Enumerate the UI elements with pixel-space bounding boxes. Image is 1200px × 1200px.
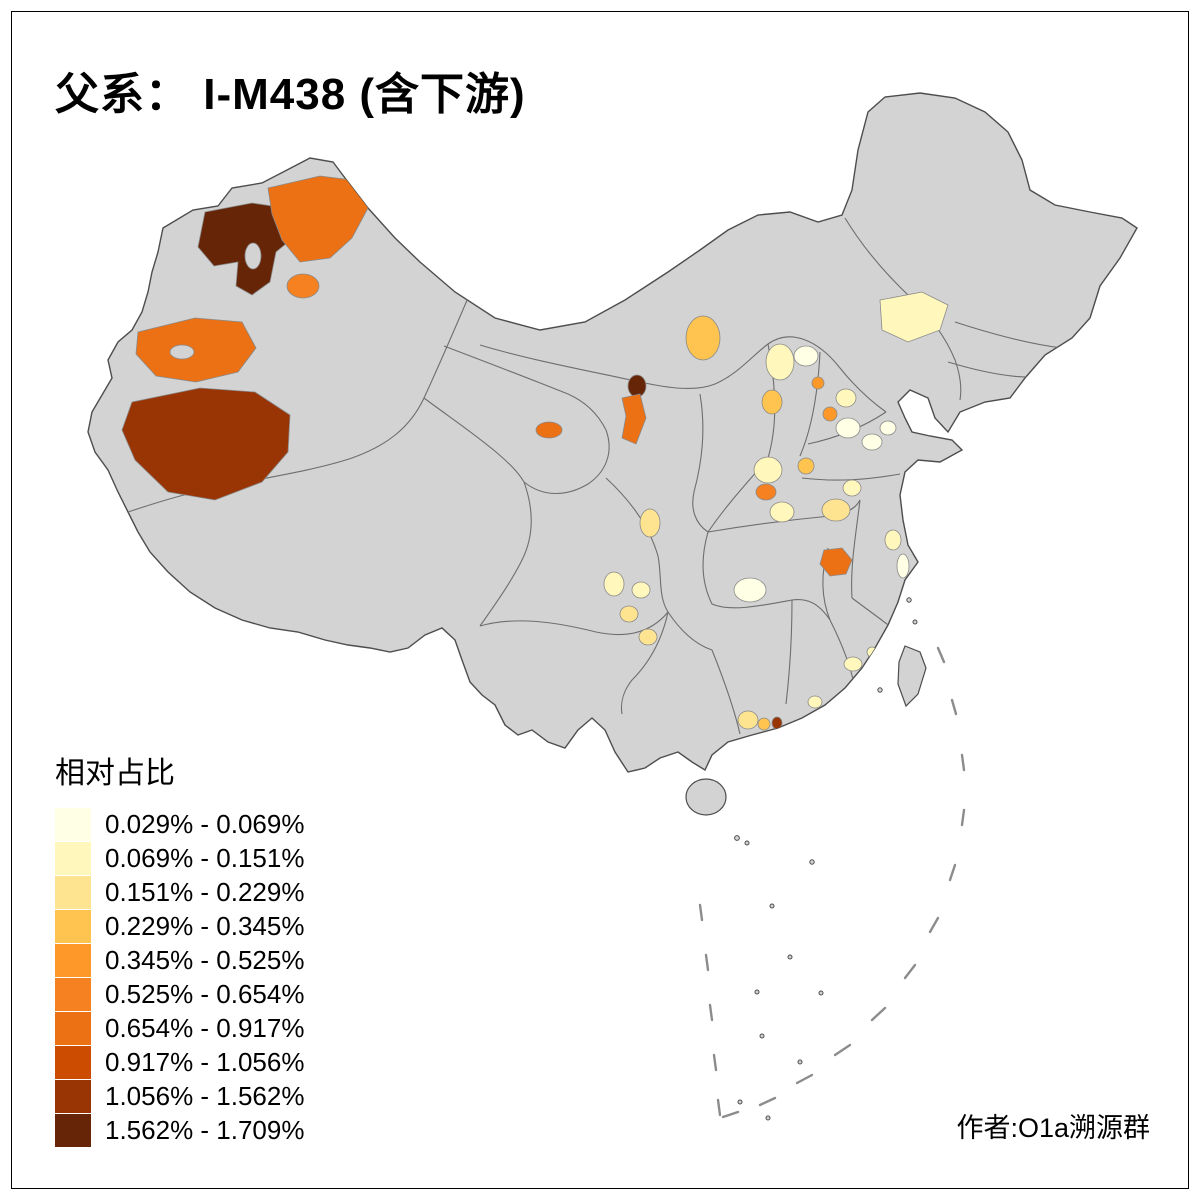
legend-items: 0.029% - 0.069% 0.069% - 0.151% 0.151% - 0… [55, 808, 304, 1147]
region-shaanxi-north-white [793, 345, 819, 367]
region-jiangsu-coast-white [896, 553, 910, 579]
legend-swatch [55, 944, 91, 977]
legend-swatch [55, 1114, 91, 1147]
region-jiangsu-north-pale [884, 529, 902, 551]
region-dongguan-yellow [757, 717, 771, 731]
region-ningxia-orange-strip [621, 393, 647, 445]
region-tacheng-inner-gap [169, 344, 195, 360]
region-shanxi-pale [835, 388, 857, 408]
region-shandong-mid-white [861, 433, 883, 451]
region-shanghai-pale [906, 575, 918, 591]
legend-label: 1.562% - 1.709% [105, 1115, 305, 1145]
small-islands [734, 597, 918, 1121]
region-ningxia-mid-yellow [761, 389, 783, 415]
legend-item: 0.069% - 0.151% [55, 842, 304, 875]
region-henan-mid-yellow [797, 457, 815, 475]
region-yulin-tiny-orange [811, 376, 825, 390]
legend-label: 1.056% - 1.562% [105, 1081, 305, 1111]
legend-swatch [55, 1012, 91, 1045]
attribution: 作者:O1a溯源群 [956, 1113, 1150, 1143]
legend-item: 0.345% - 0.525% [55, 944, 304, 977]
legend-label: 0.069% - 0.151% [105, 843, 305, 873]
legend-swatch [55, 876, 91, 909]
region-gansu-south-pale [639, 508, 661, 538]
legend-label: 0.029% - 0.069% [105, 809, 305, 839]
region-altay-orange [267, 175, 369, 263]
region-shanxi-small-orange [822, 406, 838, 422]
legend-item: 0.654% - 0.917% [55, 1012, 304, 1045]
region-henan-ne-pale [842, 479, 862, 497]
region-yinchuan-dark [627, 374, 647, 398]
region-shaanxi-north-pale [765, 343, 795, 381]
region-tacheng-orange [135, 317, 257, 383]
legend-item: 0.229% - 0.345% [55, 910, 304, 943]
region-henan-orange [755, 483, 777, 501]
region-sichuan-mid-yellow [619, 605, 639, 623]
legend-label: 0.151% - 0.229% [105, 877, 305, 907]
province-borders [127, 217, 1063, 735]
region-sichuan-ne-pale [603, 571, 625, 597]
region-altay-south-small [286, 273, 320, 299]
region-sichuan-e-pale [631, 581, 651, 599]
legend: 相对占比 0.029% - 0.069% 0.069% - 0.151% 0.151… [55, 748, 304, 1148]
region-shandong-west-white [835, 417, 861, 439]
legend-label: 0.917% - 1.056% [105, 1047, 305, 1077]
region-chongqing-yellow [638, 628, 658, 646]
region-hubei-pale [733, 577, 767, 603]
legend-swatch [55, 910, 91, 943]
legend-swatch [55, 978, 91, 1011]
region-inner-mongolia-west [685, 315, 721, 361]
legend-swatch [55, 1080, 91, 1113]
region-qinghai-east-orange [535, 421, 563, 439]
nine-dash-line [698, 646, 966, 1119]
legend-label: 0.345% - 0.525% [105, 945, 305, 975]
legend-swatch [55, 842, 91, 875]
legend-label: 0.229% - 0.345% [105, 911, 305, 941]
legend-swatch [55, 808, 91, 841]
region-south-xinjiang-darkred [121, 387, 291, 501]
region-inner-mongolia-east-pale [879, 291, 949, 343]
legend-label: 0.654% - 0.917% [105, 1013, 305, 1043]
region-shandong-east-white [879, 420, 897, 436]
region-fujian-nw-pale [843, 656, 863, 672]
legend-item: 0.525% - 0.654% [55, 978, 304, 1011]
region-henan-west-pale [753, 456, 783, 484]
hainan-island [685, 778, 727, 816]
taiwan-island [897, 645, 927, 708]
china-mainland [87, 92, 1138, 773]
legend-item: 0.917% - 1.056% [55, 1046, 304, 1079]
legend-item: 1.056% - 1.562% [55, 1080, 304, 1113]
region-guangdong-east-pale [807, 695, 823, 709]
region-guangdong-pale [737, 710, 759, 730]
legend-item: 0.151% - 0.229% [55, 876, 304, 909]
region-ili-inner-gap [244, 242, 262, 270]
legend-item: 0.029% - 0.069% [55, 808, 304, 841]
legend-label: 0.525% - 0.654% [105, 979, 305, 1009]
region-anhui-orange [819, 547, 853, 577]
colored-regions [121, 175, 949, 731]
legend-item: 1.562% - 1.709% [55, 1114, 304, 1147]
map-title: 父系： I-M438 (含下游) [55, 70, 526, 119]
region-henan-east-pale [821, 498, 851, 522]
legend-title: 相对占比 [55, 757, 175, 790]
region-henan-south-pale [769, 501, 795, 523]
legend-swatch [55, 1046, 91, 1079]
